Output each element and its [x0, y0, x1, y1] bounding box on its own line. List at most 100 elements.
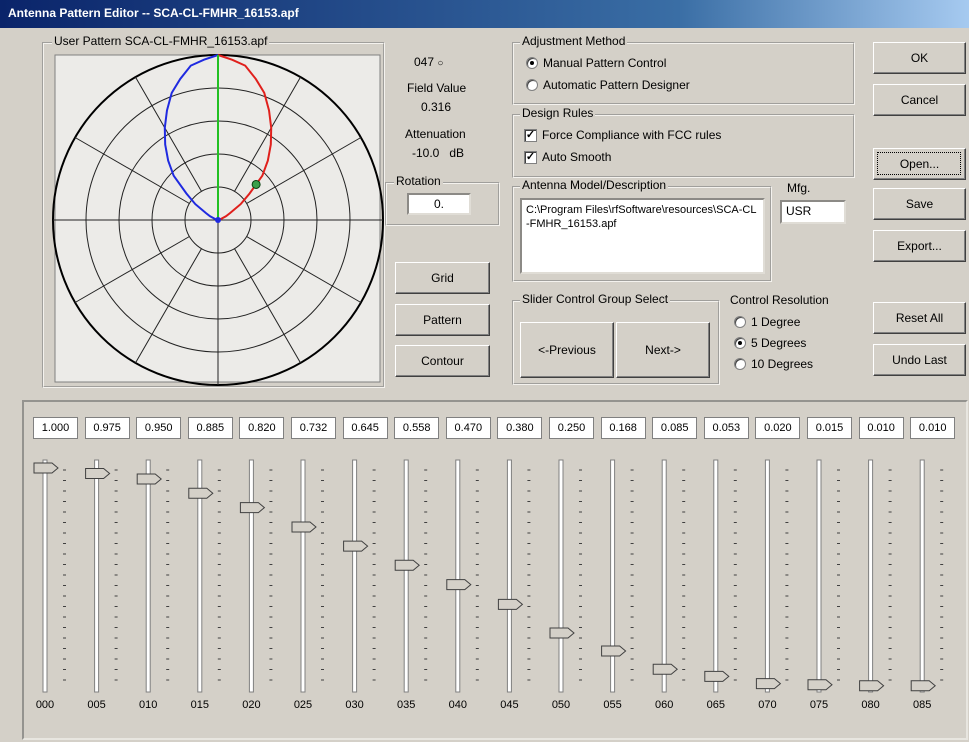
- slider-angle: 040: [448, 699, 467, 711]
- action-button[interactable]: Save: [873, 188, 966, 220]
- slider-track: [506, 459, 512, 693]
- field-label: Field Value: [407, 81, 467, 95]
- mfg-input[interactable]: USR: [780, 200, 846, 224]
- field-value: 0.316: [421, 100, 452, 114]
- slider-value[interactable]: 0.380: [497, 417, 543, 439]
- slider-value[interactable]: 0.250: [549, 417, 594, 439]
- slider-angle: 045: [500, 699, 519, 711]
- slider-track: [352, 459, 358, 693]
- slider-value[interactable]: 0.470: [445, 417, 491, 439]
- angle-readout: 047 ○: [414, 55, 444, 69]
- model-label: Antenna Model/Description: [520, 178, 669, 192]
- slider-track: [42, 459, 48, 693]
- slider-angle: 075: [809, 699, 829, 711]
- slider-value[interactable]: 0.010: [910, 417, 956, 439]
- slider-panel: [22, 400, 968, 740]
- slider-track: [713, 459, 719, 693]
- slider-value[interactable]: 0.085: [652, 417, 698, 439]
- slider-thumb: [239, 502, 266, 514]
- action-button[interactable]: Undo Last: [873, 344, 966, 376]
- slider-thumb: [33, 462, 59, 474]
- slider-thumb: [755, 678, 782, 690]
- slider-value[interactable]: 0.558: [394, 417, 440, 439]
- resolution-option[interactable]: 5 Degrees: [734, 336, 806, 350]
- rule-option[interactable]: ✓ Auto Smooth: [524, 150, 611, 164]
- slider-value[interactable]: 0.732: [291, 417, 336, 439]
- method-option[interactable]: Manual Pattern Control: [526, 56, 666, 70]
- slider-angle: 060: [655, 699, 674, 711]
- slider-thumb: [704, 670, 730, 682]
- group-button[interactable]: Next->: [616, 322, 710, 378]
- action-button[interactable]: Reset All: [873, 302, 966, 334]
- slider-track: [764, 459, 770, 693]
- slider-value[interactable]: 0.053: [703, 417, 749, 439]
- slider-thumb: [601, 645, 627, 657]
- model-textarea[interactable]: C:\Program Files\rfSoftware\resources\SC…: [520, 198, 765, 274]
- slider-value[interactable]: 0.975: [84, 417, 130, 439]
- spoke: [234, 248, 301, 364]
- slider-value[interactable]: 0.950: [136, 417, 182, 439]
- slider-value[interactable]: 0.885: [187, 417, 233, 439]
- slider-value[interactable]: 0.168: [600, 417, 646, 439]
- title-bar: [0, 0, 969, 28]
- resolution-option[interactable]: 1 Degree: [734, 315, 800, 329]
- option-text: Manual Pattern Control: [543, 56, 667, 70]
- view-button[interactable]: Contour: [395, 345, 490, 377]
- slider-thumb: [859, 680, 885, 692]
- adjustment-group: [512, 42, 855, 105]
- slider-value[interactable]: 1.000: [33, 417, 78, 439]
- option-text: 10 Degrees: [751, 357, 814, 371]
- radio[interactable]: [734, 358, 746, 370]
- slider-track: [94, 459, 100, 693]
- slider-thumb: [910, 680, 936, 692]
- slider-track: [455, 459, 461, 693]
- spoke: [74, 236, 190, 303]
- slider-value[interactable]: 0.645: [342, 417, 388, 439]
- slider-value[interactable]: 0.010: [858, 417, 904, 439]
- design-rules-group: [512, 114, 855, 178]
- spoke: [135, 76, 202, 192]
- slider-angle: 015: [190, 699, 209, 711]
- slider-group-label: Slider Control Group Select: [520, 292, 671, 306]
- slider-track: [558, 459, 564, 693]
- group-button[interactable]: <-Previous: [520, 322, 614, 378]
- slider-track: [816, 459, 822, 693]
- slider-angle: 000: [35, 699, 55, 711]
- radio[interactable]: [734, 316, 746, 328]
- slider-thumb: [188, 487, 214, 499]
- action-button[interactable]: Open...: [873, 148, 966, 180]
- option-text: 1 Degree: [751, 315, 801, 329]
- attenuation-number: -10.0: [412, 146, 440, 160]
- rule-option[interactable]: ✓ Force Compliance with FCC rules: [524, 128, 721, 142]
- slider-thumb: [807, 679, 833, 691]
- slider-thumb: [136, 473, 162, 485]
- attenuation-value: -10.0 dB: [412, 146, 464, 160]
- slider-angle: 085: [913, 699, 932, 711]
- radio[interactable]: [526, 57, 538, 69]
- view-button[interactable]: Pattern: [395, 304, 490, 336]
- rotation-input[interactable]: 0.: [407, 193, 471, 215]
- slider-value[interactable]: 0.020: [755, 417, 801, 439]
- option-text: Automatic Pattern Designer: [543, 78, 690, 92]
- design-rules-label: Design Rules: [520, 106, 596, 120]
- option-text: Auto Smooth: [542, 150, 612, 164]
- radio[interactable]: [526, 79, 538, 91]
- action-button[interactable]: Export...: [873, 230, 966, 262]
- check[interactable]: ✓: [524, 150, 537, 164]
- slider-value[interactable]: 0.015: [807, 417, 852, 439]
- spoke: [246, 137, 362, 204]
- pattern-label: User Pattern SCA-CL-FMHR_16153.apf: [52, 34, 270, 48]
- mfg-label: Mfg.: [787, 181, 811, 195]
- check[interactable]: ✓: [524, 128, 537, 142]
- action-button[interactable]: Cancel: [873, 84, 966, 116]
- cursor-point: [251, 179, 261, 189]
- slider-value[interactable]: 0.820: [239, 417, 285, 439]
- radio[interactable]: [734, 337, 746, 349]
- resolution-option[interactable]: 10 Degrees: [734, 357, 813, 371]
- slider-track: [610, 459, 616, 693]
- view-button[interactable]: Grid: [395, 262, 490, 294]
- adjustment-label: Adjustment Method: [520, 34, 628, 48]
- method-option[interactable]: Automatic Pattern Designer: [526, 78, 690, 92]
- action-button[interactable]: OK: [873, 42, 966, 74]
